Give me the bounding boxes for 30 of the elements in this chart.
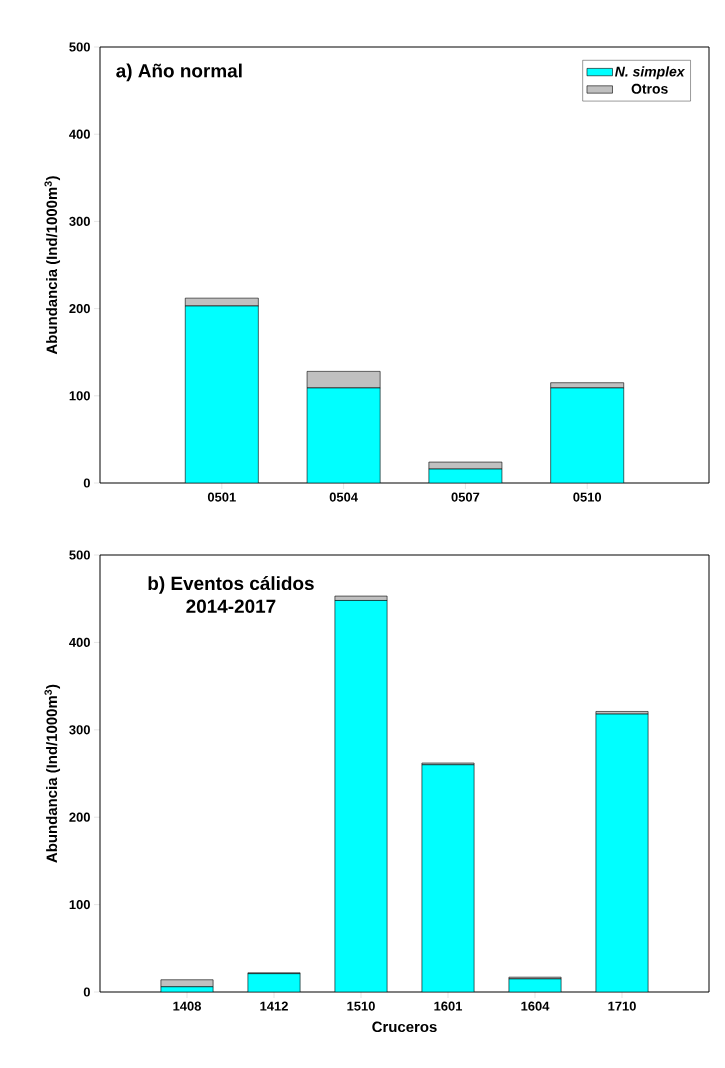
y-axis-title: Abundancia (Ind/1000m$^{3}$): [44, 684, 61, 863]
y-tick-label: 300: [69, 725, 90, 735]
x-tick-label: 0507: [451, 492, 480, 502]
y-tick-label: 500: [69, 42, 90, 52]
x-tick-label: 1412: [260, 1001, 288, 1011]
text: b) Eventos cálidos: [148, 576, 314, 594]
y-axis-title: Abundancia (Ind/1000m$^{3}$): [44, 176, 61, 355]
x-tick-label: 1601: [434, 1001, 463, 1011]
y-tick-label: 100: [69, 391, 90, 401]
y-tick-label: 0: [83, 478, 90, 488]
text: a) Año normal: [116, 63, 242, 82]
x-tick-label: 1408: [173, 1001, 202, 1011]
text: 2014-2017: [186, 599, 276, 613]
legend-label: Otros: [631, 83, 668, 94]
x-tick-label: 1710: [608, 1001, 636, 1011]
y-tick-label: 200: [69, 812, 90, 822]
legend-label: N. simplex: [615, 66, 686, 80]
x-tick-label: 1604: [521, 1001, 550, 1011]
y-tick-label: 100: [69, 900, 90, 910]
y-tick-label: 200: [69, 304, 90, 314]
y-tick-label: 0: [83, 987, 90, 997]
x-tick-label: 0501: [207, 492, 236, 502]
y-tick-label: 400: [69, 129, 90, 139]
x-tick-label: 0510: [573, 492, 602, 502]
y-tick-label: 400: [69, 637, 90, 647]
y-tick-label: 500: [69, 550, 90, 560]
x-axis-title: Cruceros: [372, 1021, 437, 1033]
x-tick-label: 0504: [329, 492, 358, 502]
y-tick-label: 300: [69, 216, 90, 226]
x-tick-label: 1510: [347, 1001, 375, 1011]
